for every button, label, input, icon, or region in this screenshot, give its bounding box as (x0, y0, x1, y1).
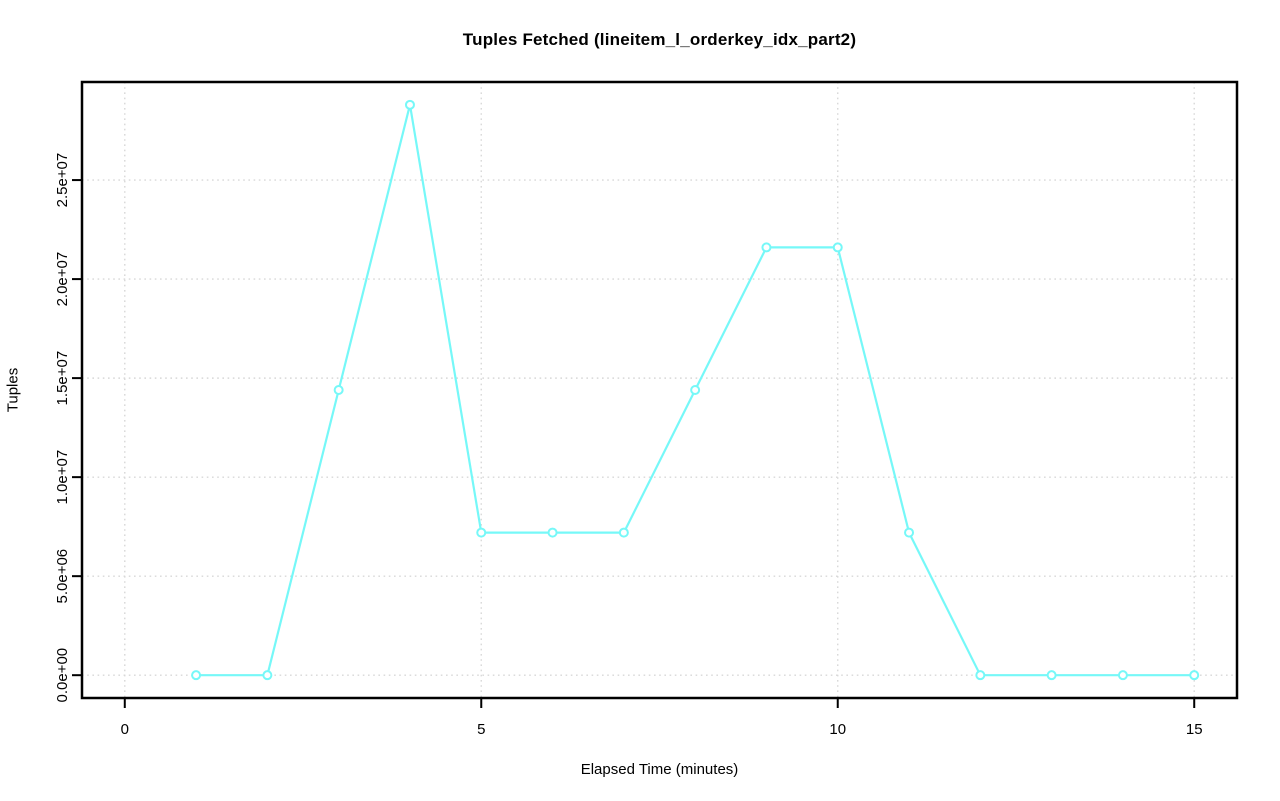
data-point (1189, 670, 1200, 681)
x-tick-label: 0 (121, 721, 129, 738)
x-tick-label: 5 (477, 721, 485, 738)
data-point (547, 527, 558, 538)
data-point (761, 242, 772, 253)
data-point (975, 670, 986, 681)
data-point (618, 527, 629, 538)
y-tick-label: 5.0e+06 (54, 549, 71, 604)
chart-title: Tuples Fetched (lineitem_l_orderkey_idx_… (462, 30, 857, 49)
data-point (191, 670, 202, 681)
y-tick-label: 1.5e+07 (54, 351, 71, 406)
data-point (404, 99, 415, 110)
y-tick-label: 1.0e+07 (54, 450, 71, 505)
x-tick-label: 10 (829, 721, 846, 738)
data-point (476, 527, 487, 538)
data-point (333, 385, 344, 395)
data-point (832, 242, 843, 253)
x-axis-label: Elapsed Time (minutes) (580, 761, 739, 778)
data-point (690, 385, 701, 395)
data-point (904, 527, 915, 538)
data-point (1046, 670, 1057, 681)
x-tick-label: 15 (1186, 721, 1203, 738)
y-tick-label: 2.5e+07 (54, 153, 71, 208)
y-tick-label: 2.0e+07 (54, 252, 71, 307)
data-point (1117, 670, 1128, 681)
data-point (262, 670, 273, 681)
plot-border (80, 80, 1239, 700)
y-tick-label: 0.0e+00 (54, 648, 71, 703)
